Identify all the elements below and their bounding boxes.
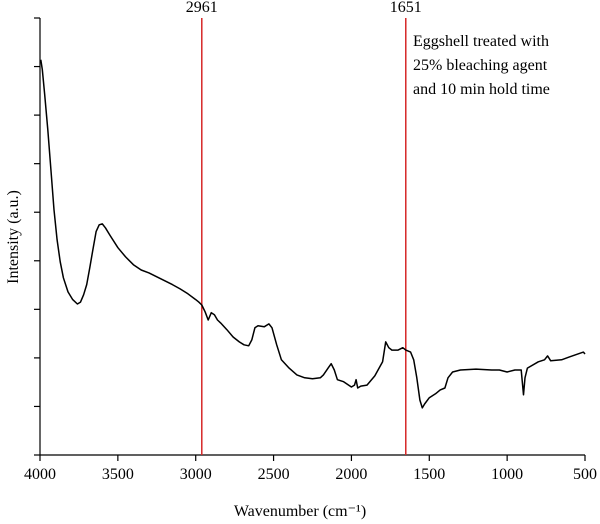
x-tick-label: 1500 — [413, 466, 445, 483]
x-tick-label: 2000 — [335, 466, 367, 483]
y-axis-label: Intensity (a.u.) — [5, 190, 22, 284]
x-tick-label: 3000 — [180, 466, 212, 483]
x-axis-label: Wavenumber (cm⁻¹) — [234, 503, 366, 520]
reference-label: 1651 — [390, 0, 422, 16]
annotation: 25% bleaching agent — [413, 57, 548, 74]
x-tick-label: 500 — [573, 466, 597, 483]
x-tick-label: 1000 — [491, 466, 523, 483]
x-tick-label: 3500 — [102, 466, 134, 483]
annotation: and 10 min hold time — [413, 81, 550, 98]
reference-label: 2961 — [186, 0, 218, 16]
annotation: Eggshell treated with — [413, 33, 549, 50]
x-tick-label: 4000 — [24, 466, 56, 483]
x-tick-label: 2500 — [258, 466, 290, 483]
spectrum-line — [40, 59, 586, 409]
